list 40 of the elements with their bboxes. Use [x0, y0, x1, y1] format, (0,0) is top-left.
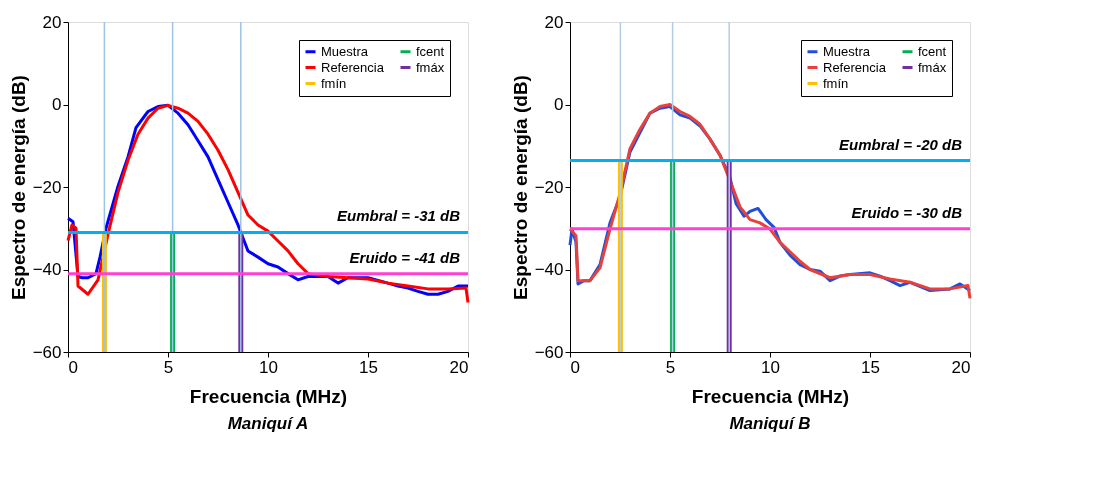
legend-label: Referencia	[321, 59, 385, 75]
legend-label: fmáx	[416, 59, 445, 75]
legend-label: Muestra	[823, 43, 871, 59]
annotation: Eumbral = -20 dB	[839, 135, 963, 153]
legend-label: fmín	[321, 75, 347, 91]
y-tick-label: −20	[32, 177, 62, 197]
legend-label: Muestra	[321, 43, 369, 59]
y-tick-label: −60	[32, 342, 62, 362]
legend-label: fcent	[416, 43, 445, 59]
x-axis-title: Frecuencia (MHz)	[189, 385, 348, 407]
ref-line-label: Eruido = -30 dB	[851, 203, 963, 221]
y-tick-label: −20	[534, 177, 564, 197]
ref-line-label: Eumbral = -31 dB	[337, 207, 461, 225]
x-tick-label: 10	[761, 357, 780, 377]
x-tick-label: 20	[449, 357, 469, 377]
x-tick-label: 5	[163, 357, 174, 377]
y-tick-label: 20	[42, 12, 62, 32]
y-axis-title: Espectro de energía (dB)	[509, 75, 531, 300]
y-tick-label: 0	[52, 95, 62, 114]
legend-label: fmín	[823, 75, 849, 91]
y-tick-label: 0	[554, 95, 564, 114]
x-tick-label: 15	[359, 357, 378, 377]
x-tick-label: 0	[570, 357, 580, 377]
x-tick-label: 5	[665, 357, 676, 377]
x-axis-title: Frecuencia (MHz)	[691, 385, 850, 407]
x-tick-label: 15	[861, 357, 880, 377]
y-axis-title: Espectro de energía (dB)	[7, 75, 29, 300]
y-tick-label: −40	[534, 260, 564, 279]
legend-label: Referencia	[823, 59, 887, 75]
y-tick-label: −60	[534, 342, 564, 362]
x-tick-label: 20	[951, 357, 971, 377]
x-tick-label: 0	[68, 357, 78, 377]
legend-label: fmáx	[918, 59, 947, 75]
x-tick-label: 10	[259, 357, 278, 377]
text: Maniquí B	[729, 414, 811, 433]
y-tick-label: −40	[32, 260, 62, 279]
legend-label: fcent	[918, 43, 947, 59]
ref-line-label: Eruido = -41 dB	[349, 248, 461, 266]
text: Maniquí A	[227, 414, 309, 433]
y-tick-label: 20	[544, 12, 564, 32]
